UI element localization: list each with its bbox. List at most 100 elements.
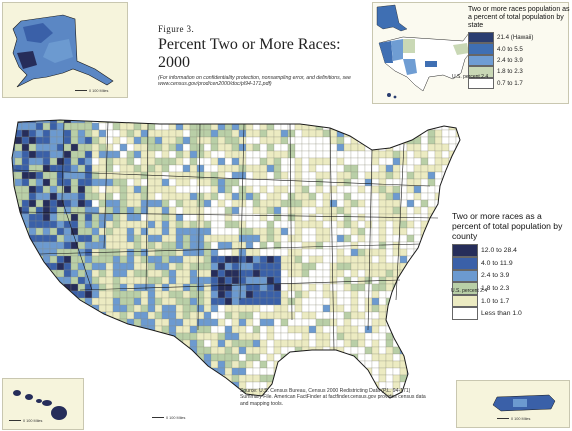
county-cell	[448, 185, 457, 194]
county-cell	[287, 241, 296, 250]
county-cell	[28, 262, 37, 271]
county-cell	[133, 220, 142, 229]
county-cell	[322, 311, 331, 320]
county-cell	[280, 353, 289, 362]
county-cell	[175, 374, 184, 383]
county-cell	[224, 346, 233, 355]
county-cell	[315, 122, 324, 131]
county-cell	[357, 311, 366, 320]
county-cell	[448, 178, 457, 187]
county-cell	[259, 136, 268, 145]
county-cell	[287, 374, 296, 383]
county-cell	[322, 283, 331, 292]
county-cell	[182, 318, 191, 327]
county-cell	[308, 120, 317, 124]
county-cell	[399, 262, 408, 271]
county-cell	[266, 143, 275, 152]
county-cell	[210, 346, 219, 355]
alaska-inset: 0 100 Miles	[2, 2, 128, 98]
county-cell	[12, 143, 16, 152]
county-cell	[385, 164, 394, 173]
county-cell	[161, 178, 170, 187]
county-cell	[420, 185, 429, 194]
county-cell	[56, 164, 65, 173]
county-cell	[392, 311, 401, 320]
county-cell	[280, 290, 289, 299]
county-cell	[147, 234, 156, 243]
county-cell	[308, 129, 317, 138]
county-cell	[42, 227, 51, 236]
county-cell	[364, 360, 373, 369]
county-cell	[189, 143, 198, 152]
county-cell	[35, 143, 44, 152]
county-cell	[364, 129, 373, 138]
county-cell	[315, 227, 324, 236]
county-cell	[294, 213, 303, 222]
county-cell	[147, 199, 156, 208]
county-cell	[322, 178, 331, 187]
county-cell	[280, 220, 289, 229]
county-cell	[133, 206, 142, 215]
county-cell	[280, 178, 289, 187]
county-cell	[112, 122, 121, 131]
county-cell	[189, 269, 198, 278]
county-cell	[238, 346, 247, 355]
county-cell	[301, 241, 310, 250]
county-cell	[308, 374, 317, 383]
legend-label: 4.0 to 11.9	[481, 259, 513, 267]
county-cell	[210, 325, 219, 334]
county-cell	[70, 199, 79, 208]
county-cell	[322, 199, 331, 208]
county-cell	[420, 136, 429, 145]
county-cell	[392, 120, 401, 124]
county-cell	[301, 325, 310, 334]
county-cell	[385, 206, 394, 215]
county-cell	[91, 255, 100, 264]
county-cell	[427, 276, 436, 285]
county-cell	[105, 157, 114, 166]
county-cell	[350, 234, 359, 243]
county-cell	[133, 255, 142, 264]
county-cell	[21, 157, 30, 166]
county-cell	[175, 395, 184, 398]
county-cell	[70, 360, 79, 369]
county-cell	[392, 157, 401, 166]
county-cell	[245, 346, 254, 355]
county-cell	[84, 241, 93, 250]
county-cell	[224, 311, 233, 320]
county-cell	[126, 213, 135, 222]
county-cell	[273, 157, 282, 166]
county-cell	[287, 339, 296, 348]
county-cell	[343, 150, 352, 159]
county-cell	[210, 290, 219, 299]
county-cell	[224, 332, 233, 341]
county-cell	[63, 332, 72, 341]
county-cell	[189, 234, 198, 243]
county-cell	[357, 290, 366, 299]
county-cell	[280, 339, 289, 348]
county-cell	[21, 276, 30, 285]
county-cell	[119, 150, 128, 159]
county-cell	[175, 248, 184, 257]
county-cell	[161, 241, 170, 250]
county-cell	[217, 304, 226, 313]
county-cell	[399, 290, 408, 299]
county-cell	[133, 241, 142, 250]
county-legend-rows: 12.0 to 28.4 4.0 to 11.9 2.4 to 3.9 1.8 …	[452, 244, 570, 320]
county-cell	[427, 283, 436, 292]
county-cell	[329, 171, 338, 180]
county-cell	[266, 318, 275, 327]
county-cell	[203, 185, 212, 194]
county-cell	[12, 269, 16, 278]
county-cell	[441, 353, 450, 362]
county-cell	[21, 360, 30, 369]
county-cell	[350, 283, 359, 292]
county-cell	[350, 206, 359, 215]
county-cell	[35, 150, 44, 159]
county-cell	[140, 206, 149, 215]
county-cell	[364, 185, 373, 194]
county-cell	[196, 353, 205, 362]
county-cell	[105, 276, 114, 285]
county-cell	[322, 269, 331, 278]
county-cell	[238, 178, 247, 187]
